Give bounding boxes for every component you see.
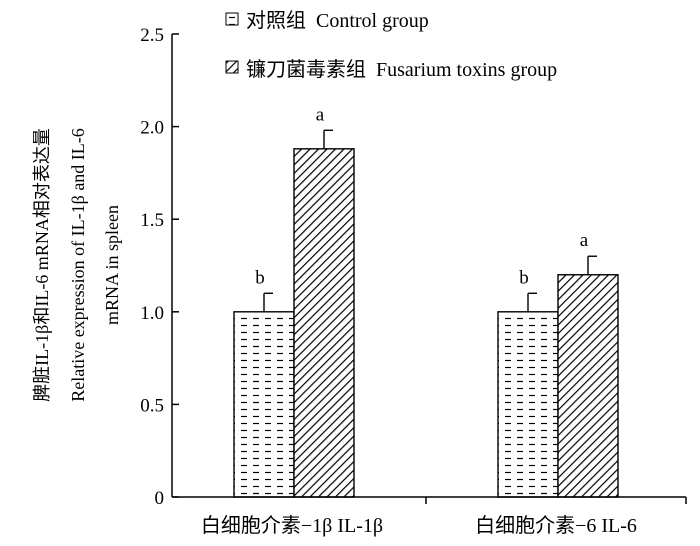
y-tick-label: 2.5 xyxy=(140,25,164,46)
y-axis-title-line-2: Relative expression of IL-1β and IL-6 xyxy=(68,128,88,402)
legend-label-fusarium: 镰刀菌毒素组 Fusarium toxins group xyxy=(246,58,557,81)
legend-label-control: 对照组 Control group xyxy=(246,9,429,32)
y-axis-ticks: 0 0.5 1.0 1.5 2.0 2.5 xyxy=(140,25,179,509)
legend-swatch-fusarium xyxy=(225,60,239,74)
y-tick-label: 1.0 xyxy=(140,303,164,324)
category-label: 白细胞介素−6 IL-6 xyxy=(475,514,637,537)
significance-labels: b a b a xyxy=(255,104,589,288)
y-tick-label: 2.0 xyxy=(140,118,164,139)
bars xyxy=(233,148,619,498)
bar xyxy=(557,274,619,498)
bar xyxy=(233,311,295,498)
bar xyxy=(293,148,355,498)
significance-label: b xyxy=(519,267,529,288)
legend: 对照组 Control group 镰刀菌毒素组 Fusarium toxins… xyxy=(225,9,557,81)
significance-label: a xyxy=(316,104,325,125)
significance-label: a xyxy=(580,230,589,251)
y-axis-title-line-3: mRNA in spleen xyxy=(102,205,122,325)
y-tick-label: 1.5 xyxy=(140,210,164,231)
bar xyxy=(497,311,559,498)
x-axis-ticks xyxy=(425,497,687,504)
legend-item-control: 对照组 Control group xyxy=(225,9,429,32)
y-tick-label: 0.5 xyxy=(140,395,164,416)
legend-item-fusarium: 镰刀菌毒素组 Fusarium toxins group xyxy=(225,58,557,81)
y-tick-label: 0 xyxy=(155,488,165,509)
y-axis-title-line-1: 脾脏IL-1β和IL-6 mRNA相对表达量 xyxy=(32,128,52,402)
error-bars xyxy=(263,129,597,312)
significance-label: b xyxy=(255,267,265,288)
y-axis-title: 脾脏IL-1β和IL-6 mRNA相对表达量 Relative expressi… xyxy=(32,128,122,402)
category-labels: 白细胞介素−1β IL-1β 白细胞介素−6 IL-6 xyxy=(201,514,637,537)
legend-swatch-control xyxy=(225,12,239,26)
category-label: 白细胞介素−1β IL-1β xyxy=(201,514,383,537)
